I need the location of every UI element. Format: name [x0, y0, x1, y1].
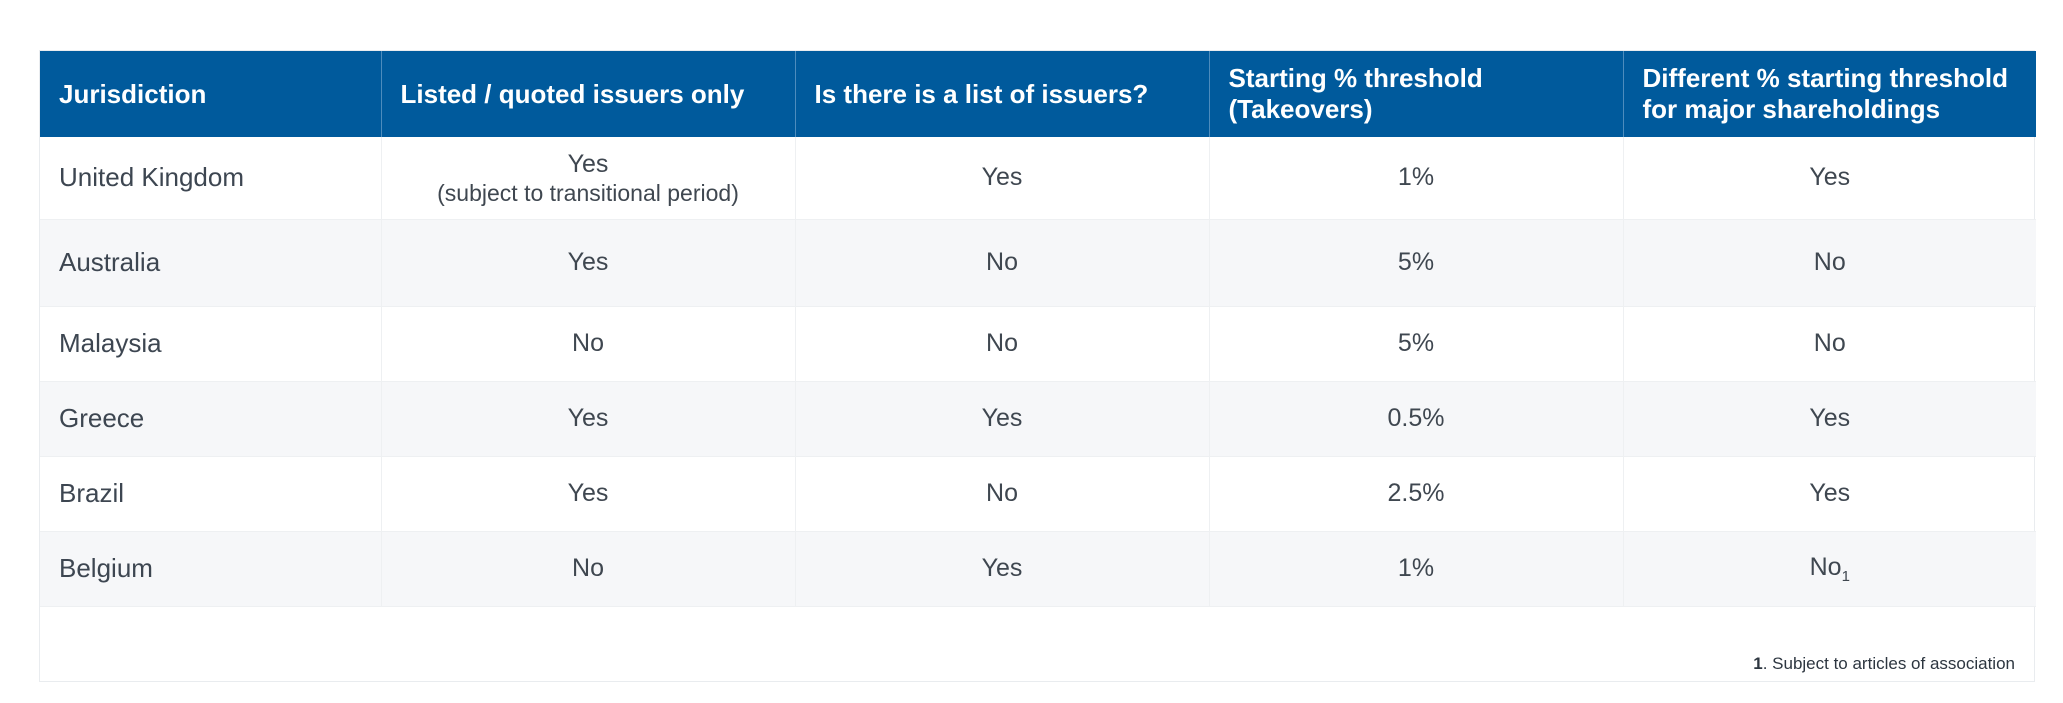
table-row: Brazil Yes No 2.5% Yes [40, 456, 2036, 532]
jurisdiction-comparison-table: Jurisdiction Listed / quoted issuers onl… [40, 51, 2036, 607]
cell-different-threshold-value: No [1809, 552, 1842, 581]
header-different-threshold-line1: Different % starting threshold [1642, 63, 2008, 93]
table-header-row: Jurisdiction Listed / quoted issuers onl… [40, 51, 2036, 137]
cell-listed-only-value: Yes [567, 149, 609, 178]
table-row: Malaysia No No 5% No [40, 306, 2036, 382]
cell-listed-only-note: (subject to transitional period) [437, 179, 739, 206]
cell-threshold: 0.5% [1209, 381, 1624, 457]
cell-list-of-issuers: No [795, 456, 1210, 532]
cell-different-threshold: No [1623, 219, 2036, 307]
cell-different-threshold: Yes [1623, 456, 2036, 532]
footnote: 1. Subject to articles of association [1753, 654, 2015, 674]
header-list-of-issuers: Is there is a list of issuers? [795, 51, 1210, 137]
header-starting-threshold-line1: Starting % threshold [1228, 63, 1483, 93]
comparison-table-container: Jurisdiction Listed / quoted issuers onl… [39, 50, 2036, 682]
cell-listed-only: Yes (subject to transitional period) [381, 137, 796, 220]
header-listed-quoted: Listed / quoted issuers only [381, 51, 796, 137]
cell-listed-only: Yes [381, 381, 796, 457]
header-starting-threshold-line2: (Takeovers) [1228, 94, 1373, 124]
cell-list-of-issuers: No [795, 219, 1210, 307]
footnote-text: . Subject to articles of association [1762, 653, 2015, 673]
cell-jurisdiction: United Kingdom [40, 137, 382, 220]
cell-different-threshold: No [1623, 306, 2036, 382]
cell-threshold: 5% [1209, 219, 1624, 307]
cell-jurisdiction: Malaysia [40, 306, 382, 382]
cell-list-of-issuers: Yes [795, 137, 1210, 220]
cell-different-threshold: No1 [1623, 531, 2036, 607]
table-row: Australia Yes No 5% No [40, 219, 2036, 307]
cell-threshold: 1% [1209, 531, 1624, 607]
footnote-reference: 1 [1841, 567, 1850, 585]
cell-threshold: 2.5% [1209, 456, 1624, 532]
cell-listed-only: Yes [381, 456, 796, 532]
table-row: Greece Yes Yes 0.5% Yes [40, 381, 2036, 457]
footnote-row: 1. Subject to articles of association [40, 607, 2034, 681]
cell-different-threshold: Yes [1623, 381, 2036, 457]
cell-jurisdiction: Brazil [40, 456, 382, 532]
header-jurisdiction: Jurisdiction [40, 51, 382, 137]
cell-threshold: 5% [1209, 306, 1624, 382]
cell-threshold: 1% [1209, 137, 1624, 220]
cell-jurisdiction: Australia [40, 219, 382, 307]
table-row: Belgium No Yes 1% No1 [40, 531, 2036, 607]
cell-listed-only: Yes [381, 219, 796, 307]
cell-list-of-issuers: Yes [795, 531, 1210, 607]
cell-jurisdiction: Greece [40, 381, 382, 457]
header-starting-threshold: Starting % threshold (Takeovers) [1209, 51, 1624, 137]
cell-listed-only: No [381, 531, 796, 607]
header-different-threshold: Different % starting threshold for major… [1623, 51, 2036, 137]
cell-list-of-issuers: No [795, 306, 1210, 382]
cell-listed-only: No [381, 306, 796, 382]
table-row: United Kingdom Yes (subject to transitio… [40, 137, 2036, 220]
footnote-number: 1 [1753, 653, 1763, 673]
cell-different-threshold: Yes [1623, 137, 2036, 220]
header-different-threshold-line2: for major shareholdings [1642, 94, 1941, 124]
cell-jurisdiction: Belgium [40, 531, 382, 607]
cell-list-of-issuers: Yes [795, 381, 1210, 457]
